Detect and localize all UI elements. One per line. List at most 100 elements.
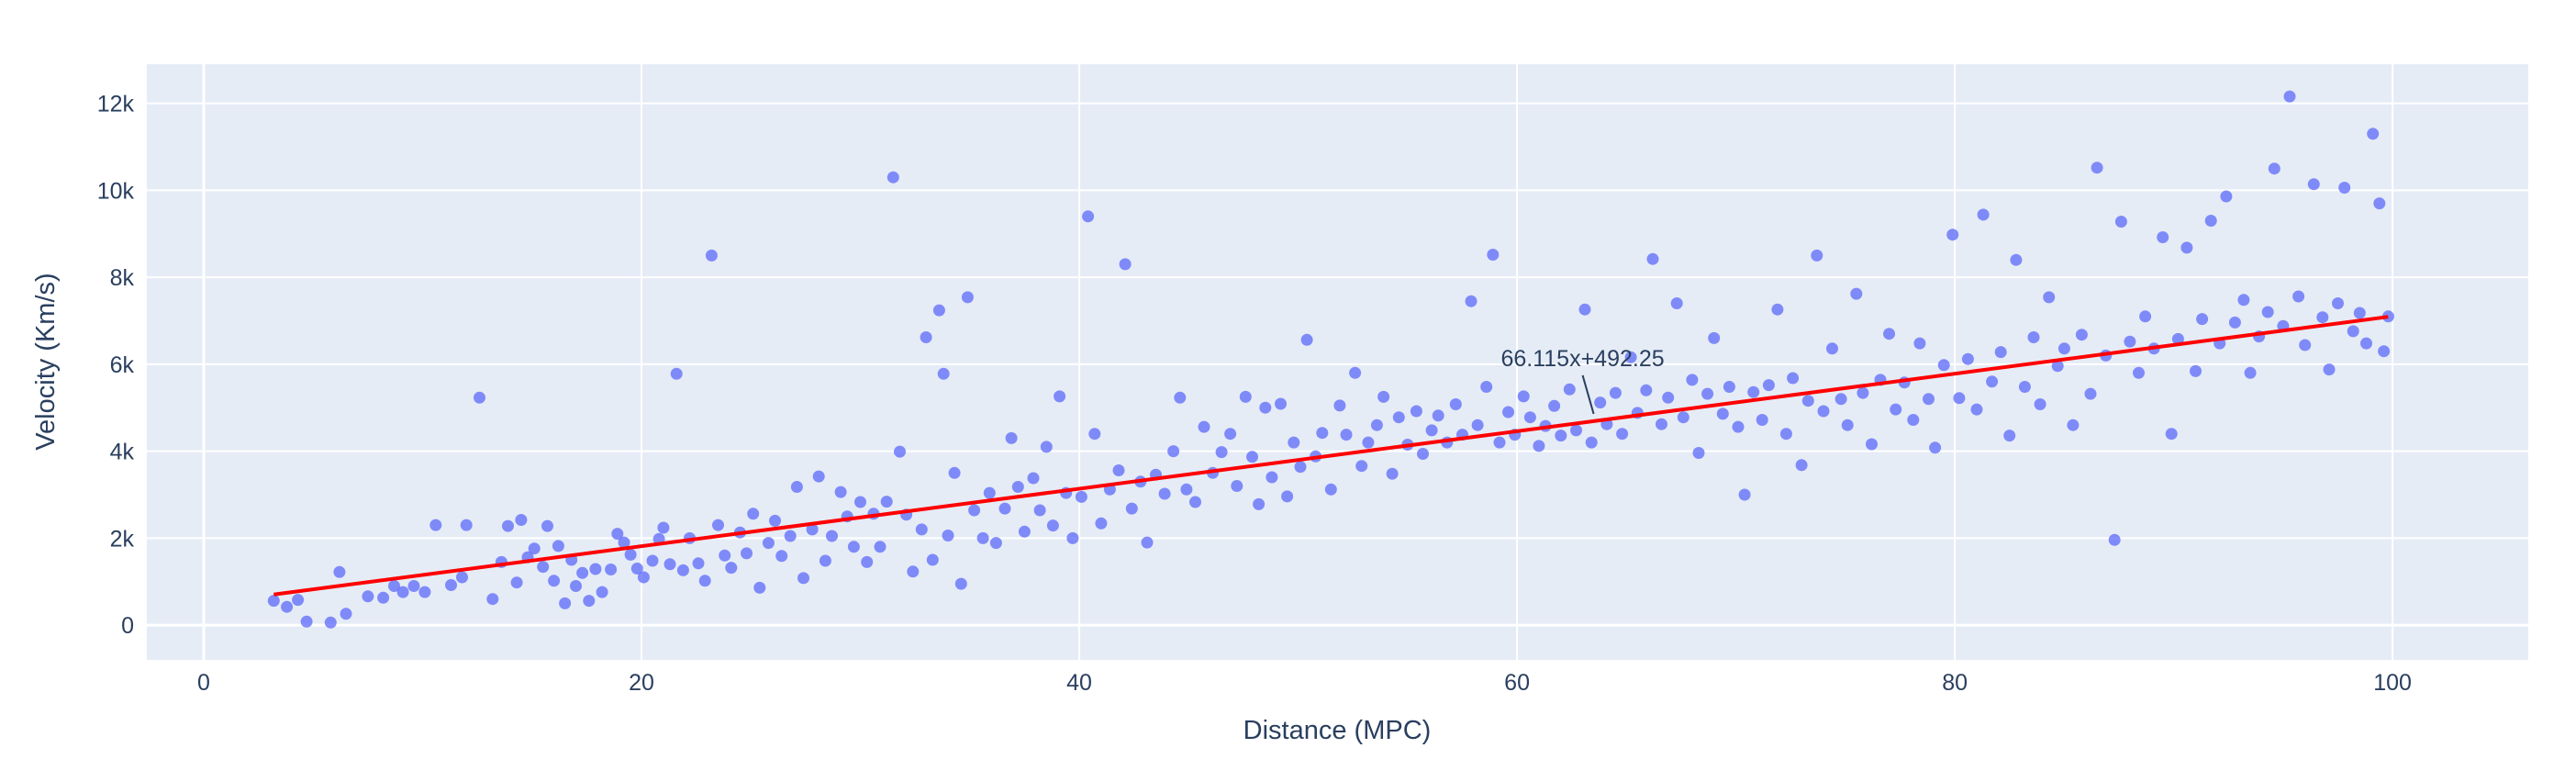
scatter-point <box>2378 345 2391 358</box>
y-tick-label: 4k <box>110 440 135 465</box>
scatter-point <box>915 523 928 536</box>
scatter-point <box>1095 517 1108 530</box>
scatter-point <box>515 514 528 526</box>
scatter-point <box>2018 381 2031 393</box>
scatter-point <box>2244 366 2257 379</box>
scatter-point <box>1857 386 1869 399</box>
scatter-point <box>1923 393 1935 406</box>
scatter-point <box>1795 459 1808 472</box>
scatter-point <box>692 557 705 570</box>
y-tick-label: 12k <box>97 92 135 117</box>
scatter-point <box>1570 424 1582 437</box>
scatter-point <box>741 547 753 560</box>
scatter-point <box>388 580 400 592</box>
scatter-point <box>1548 399 1561 412</box>
scatter-point <box>2220 190 2233 203</box>
scatter-point <box>2043 291 2056 304</box>
scatter-point <box>2367 128 2380 140</box>
scatter-point <box>2347 325 2359 338</box>
scatter-point <box>1465 295 1478 307</box>
scatter-point <box>753 581 766 594</box>
scatter-point <box>2057 342 2070 355</box>
scatter-point <box>2381 310 2394 323</box>
scatter-point <box>559 597 572 609</box>
scatter-point <box>1977 208 1990 221</box>
scatter-point <box>1732 420 1745 433</box>
y-tick-labels: 0 2k 4k 6k 8k 10k 12k <box>97 92 135 639</box>
annotation-arrow <box>1581 374 1595 415</box>
scatter-point <box>2237 294 2250 307</box>
scatter-point <box>1088 428 1101 441</box>
scatter-point <box>762 537 775 550</box>
scatter-point <box>1834 393 1847 406</box>
scatter-point <box>670 367 683 380</box>
scatter-point <box>2204 215 2217 227</box>
scatter-point <box>1756 414 1768 426</box>
scatter-point <box>300 615 313 628</box>
scatter-point <box>1075 490 1087 503</box>
scatter-point <box>1355 460 1368 473</box>
scatter-point <box>1340 429 1353 441</box>
scatter-point <box>2091 162 2103 174</box>
scatter-point <box>948 466 961 479</box>
scatter-point <box>2307 178 2320 191</box>
scatter-point <box>1771 303 1784 316</box>
scatter-point <box>2338 182 2351 194</box>
scatter-point <box>2157 231 2169 243</box>
scatter-point <box>596 586 608 598</box>
scatter-point <box>445 579 457 591</box>
scatter-point <box>2067 419 2080 431</box>
scatter-point <box>937 367 950 380</box>
scatter-point <box>541 519 553 532</box>
scatter-point <box>1112 464 1125 476</box>
scatter-point <box>456 571 468 584</box>
scatter-point <box>630 563 643 575</box>
scatter-point <box>1082 210 1095 223</box>
scatter-point <box>1811 249 1823 262</box>
scatter-point <box>926 553 939 566</box>
scatter-point <box>1961 352 1974 365</box>
scatter-point <box>267 595 280 608</box>
scatter-point <box>474 391 485 404</box>
y-tick-label: 6k <box>110 352 135 378</box>
scatter-point <box>418 586 431 598</box>
scatter-point <box>819 554 831 567</box>
zero-lines <box>147 64 2528 660</box>
annotation-label: 66.115x+492.25 <box>1500 346 1664 372</box>
scatter-point <box>1180 483 1193 496</box>
scatter-point <box>1762 379 1775 392</box>
scatter-point <box>1215 446 1228 459</box>
scatter-point <box>646 554 659 567</box>
scatter-point <box>1046 519 1059 532</box>
scatter-point <box>2323 363 2336 376</box>
scatter-point <box>1033 504 1046 517</box>
scatter-point <box>2139 310 2152 323</box>
x-tick-label: 20 <box>629 670 654 696</box>
scatter-point <box>1692 447 1705 459</box>
scatter-point <box>1801 395 1814 407</box>
x-tick-label: 80 <box>1942 670 1968 696</box>
scatter-point <box>510 576 523 589</box>
scatter-point <box>1716 407 1729 420</box>
scatter-point <box>1410 405 1422 418</box>
scatter-point <box>2316 311 2329 324</box>
scatter-point <box>1907 414 1920 426</box>
scatter-point <box>747 508 760 520</box>
scatter-point <box>1585 436 1598 449</box>
scatter-point <box>1624 351 1637 363</box>
scatter-point <box>1487 249 1500 261</box>
scatter-point <box>1417 448 1429 460</box>
scatter-point <box>1174 391 1187 404</box>
scatter-point <box>2261 306 2274 318</box>
scatter-point <box>861 555 874 568</box>
scatter-point <box>1259 401 1272 414</box>
scatter-point <box>961 291 974 304</box>
scatter-point <box>460 519 473 531</box>
scatter-point <box>2283 90 2296 103</box>
scatter-point <box>1817 405 1830 418</box>
scatter-point <box>1883 328 1895 340</box>
scatter-point <box>989 537 1002 550</box>
scatter-point <box>2299 339 2312 352</box>
x-tick-label: 100 <box>2373 670 2412 696</box>
scatter-point <box>784 530 797 542</box>
